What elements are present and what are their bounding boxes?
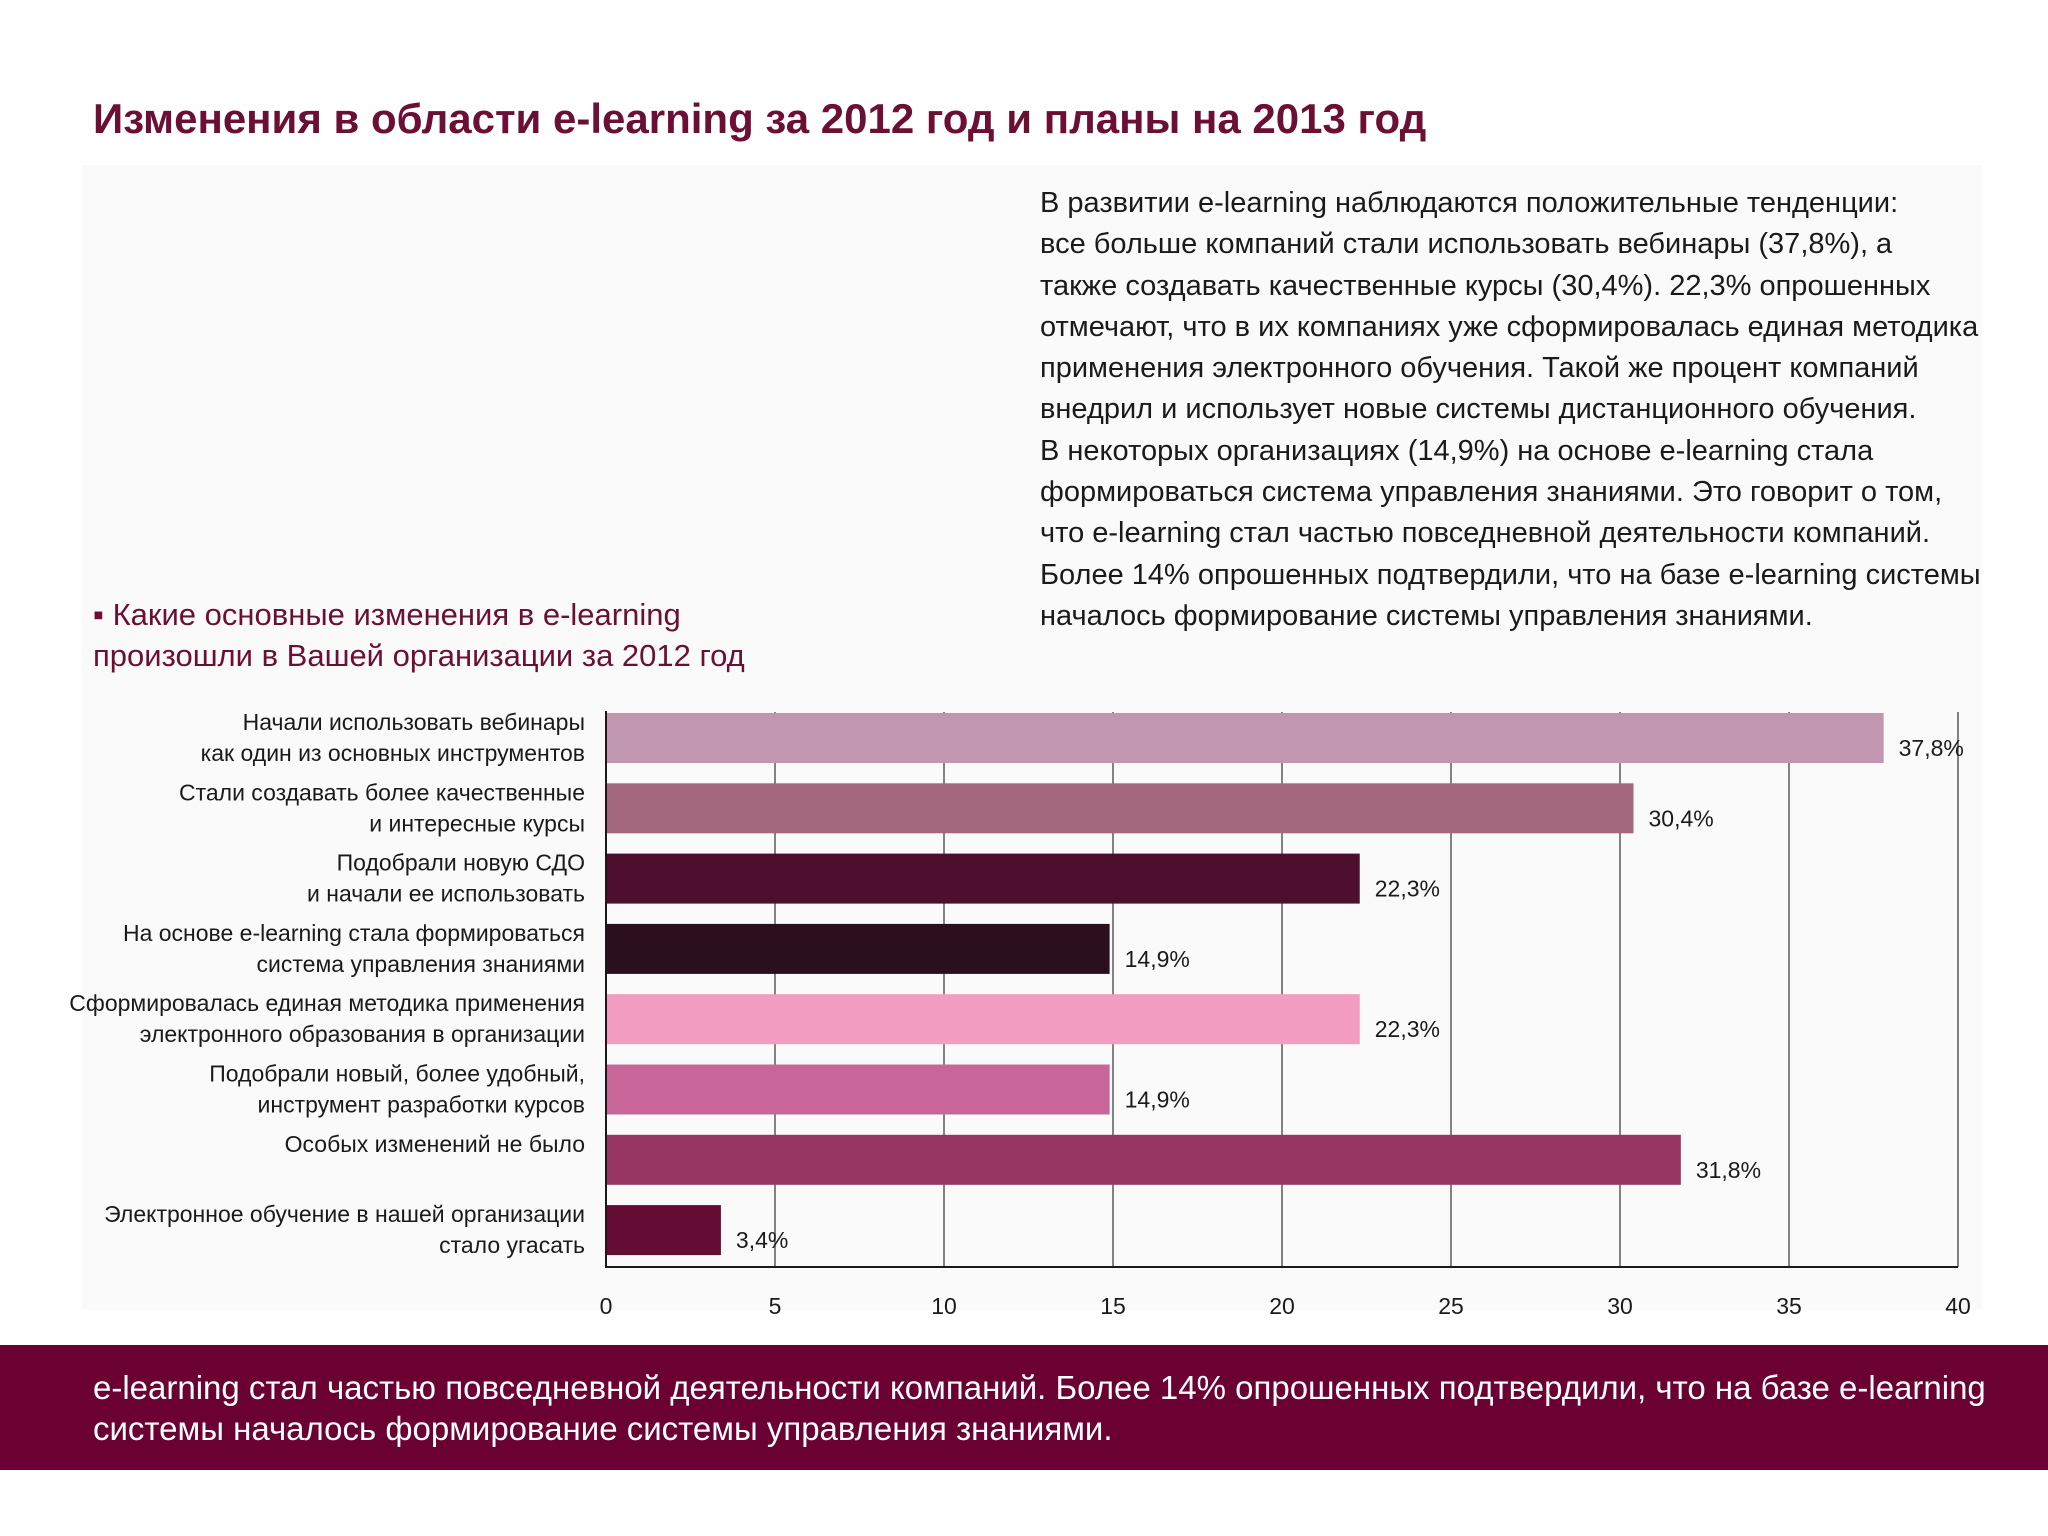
bar-value-label: 30,4% (1649, 805, 1714, 831)
category-label: как один из основных инструментов (201, 740, 585, 766)
intro-line: В некоторых организациях (14,9%) на осно… (1040, 434, 1874, 467)
category-label: стало угасать (439, 1232, 585, 1258)
x-tick-label: 10 (931, 1293, 957, 1319)
bar-value-label: 14,9% (1125, 1087, 1190, 1113)
category-label: На основе e-learning стала формироваться (123, 920, 585, 946)
bar (606, 1064, 1110, 1115)
chart-axes: 0 5 10 15 20 25 30 35 40 (600, 711, 1971, 1319)
category-label: система управления знаниями (257, 951, 585, 977)
bar (606, 713, 1884, 763)
intro-line: также создавать качественные курсы (30,4… (1040, 269, 1931, 302)
footer-line-1: e-learning стал частью повседневной деят… (93, 1369, 1986, 1406)
x-tick-label: 40 (1945, 1293, 1971, 1319)
chart-labels: 37,8% Начали использовать вебинары как оди… (69, 709, 1964, 1258)
bar-value-label: 14,9% (1125, 946, 1190, 972)
intro-line: формироваться система управления знаниям… (1040, 476, 1943, 509)
bar (606, 783, 1634, 834)
footer-text: e-learning стал частью повседневной деят… (93, 1367, 1993, 1449)
x-tick-label: 25 (1438, 1293, 1464, 1319)
question-line-1: ▪ Какие основные изменения в e-learning (93, 594, 893, 635)
intro-text: В развитии e-learning наблюдаются положи… (1040, 183, 2000, 637)
footer-banner: e-learning стал частью повседневной деят… (0, 1345, 2048, 1470)
intro-line: В развитии e-learning наблюдаются положи… (1040, 187, 1899, 219)
page-title: Изменения в области e-learning за 2012 г… (93, 95, 1427, 142)
category-label: Подобрали новую СДО (337, 850, 585, 876)
bar-chart: 37,8% Начали использовать вебинары как оди… (69, 709, 1971, 1319)
x-tick-label: 35 (1776, 1293, 1802, 1319)
x-tick-label: 5 (769, 1293, 782, 1319)
category-label: Электронное обучение в нашей организации (104, 1201, 585, 1227)
category-label: и начали ее использовать (307, 881, 585, 907)
intro-line: все больше компаний стали использовать в… (1040, 228, 1893, 261)
category-label: инструмент разработки курсов (258, 1092, 585, 1118)
bar (606, 994, 1360, 1045)
footer-line-2: системы началось формирование системы уп… (93, 1410, 1113, 1447)
x-tick-label: 20 (1269, 1293, 1295, 1319)
bar (606, 853, 1360, 904)
category-label: и интересные курсы (369, 810, 585, 836)
bar-value-label: 31,8% (1696, 1157, 1761, 1183)
category-label: Подобрали новый, более удобный, (209, 1061, 585, 1087)
bar-value-label: 37,8% (1899, 735, 1964, 761)
category-label: Сформировалась единая методика применени… (69, 990, 585, 1016)
category-label: Стали создавать более качественные (179, 779, 585, 805)
bullet-icon: ▪ (93, 597, 104, 632)
chart-question: ▪ Какие основные изменения в e-learning … (93, 594, 893, 676)
bar-value-label: 22,3% (1375, 1016, 1440, 1042)
category-label: электронного образования в организации (140, 1021, 585, 1047)
category-label: Начали использовать вебинары (243, 709, 585, 735)
bar (606, 1205, 721, 1256)
bar-value-label: 3,4% (736, 1227, 788, 1253)
bar-value-label: 22,3% (1375, 876, 1440, 902)
intro-line: что e-learning стал частью повседневной … (1040, 517, 1931, 550)
x-tick-label: 15 (1100, 1293, 1126, 1319)
intro-line: Более 14% опрошенных подтвердили, что на… (1040, 558, 1981, 591)
intro-line: началось формирование системы управления… (1040, 599, 1813, 632)
intro-line: применения электронного обучения. Такой … (1040, 352, 1919, 385)
x-tick-label: 30 (1607, 1293, 1633, 1319)
question-line-2: произошли в Вашей организации за 2012 го… (93, 638, 745, 673)
category-label: Особых изменений не было (285, 1131, 585, 1157)
question-text-1: Какие основные изменения в e-learning (112, 597, 681, 632)
chart-bars (606, 713, 1884, 1256)
x-tick-label: 0 (600, 1293, 613, 1319)
intro-line: отмечают, что в их компаниях уже сформир… (1040, 310, 1979, 343)
bar (606, 923, 1110, 974)
bar (606, 1134, 1681, 1185)
intro-line: внедрил и использует новые системы диста… (1040, 393, 1917, 426)
